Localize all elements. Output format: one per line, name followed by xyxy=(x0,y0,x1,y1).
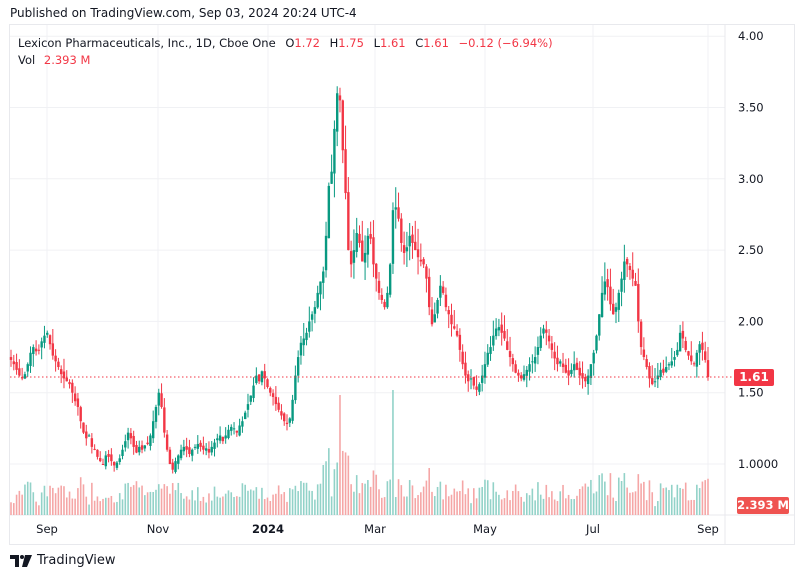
chart-legend: Lexicon Pharmaceuticals, Inc., 1D, Cboe … xyxy=(18,35,553,69)
low-value: 1.61 xyxy=(379,36,406,50)
legend-volume-row: Vol 2.393 M xyxy=(18,52,553,69)
price-axis-label: 2.50 xyxy=(738,243,764,257)
close-value: 1.61 xyxy=(423,36,449,50)
vol-label: Vol xyxy=(18,53,36,67)
open-value: 1.72 xyxy=(294,36,320,50)
tradingview-logo-icon xyxy=(10,554,32,567)
high-label: H xyxy=(329,36,339,50)
vol-value: 2.393 M xyxy=(43,53,91,67)
brand-name: TradingView xyxy=(37,553,116,568)
tradingview-logo[interactable]: TradingView xyxy=(10,553,116,568)
published-caption: Published on TradingView.com, Sep 03, 20… xyxy=(10,6,357,20)
time-axis-label: Sep xyxy=(36,522,58,536)
low-label: L xyxy=(373,36,380,50)
time-axis-label: Jul xyxy=(585,522,600,536)
legend-ohlc-row: Lexicon Pharmaceuticals, Inc., 1D, Cboe … xyxy=(18,35,553,52)
legend-symbol: Lexicon Pharmaceuticals, Inc., 1D, Cboe … xyxy=(18,36,276,50)
time-axis-label: 2024 xyxy=(252,522,284,536)
price-axis-label: 1.0000 xyxy=(738,457,778,471)
time-axis-label: Nov xyxy=(147,522,170,536)
volume-tag: 2.393 M xyxy=(737,497,789,514)
time-axis-label: Sep xyxy=(697,522,719,536)
price-axis-label: 2.00 xyxy=(738,314,764,328)
time-axis-label: May xyxy=(473,522,497,536)
time-axis-label: Mar xyxy=(364,522,386,536)
high-value: 1.75 xyxy=(338,36,364,50)
change-value: −0.12 (−6.94%) xyxy=(458,36,553,50)
price-axis-label: 3.00 xyxy=(738,172,764,186)
last-price-tag: 1.61 xyxy=(734,369,774,386)
price-axis-label: 4.00 xyxy=(738,29,764,43)
chart-frame xyxy=(9,24,795,545)
open-label: O xyxy=(285,36,295,50)
price-axis-label: 3.50 xyxy=(738,101,764,115)
price-axis-label: 1.50 xyxy=(738,386,764,400)
close-label: C xyxy=(415,36,424,50)
